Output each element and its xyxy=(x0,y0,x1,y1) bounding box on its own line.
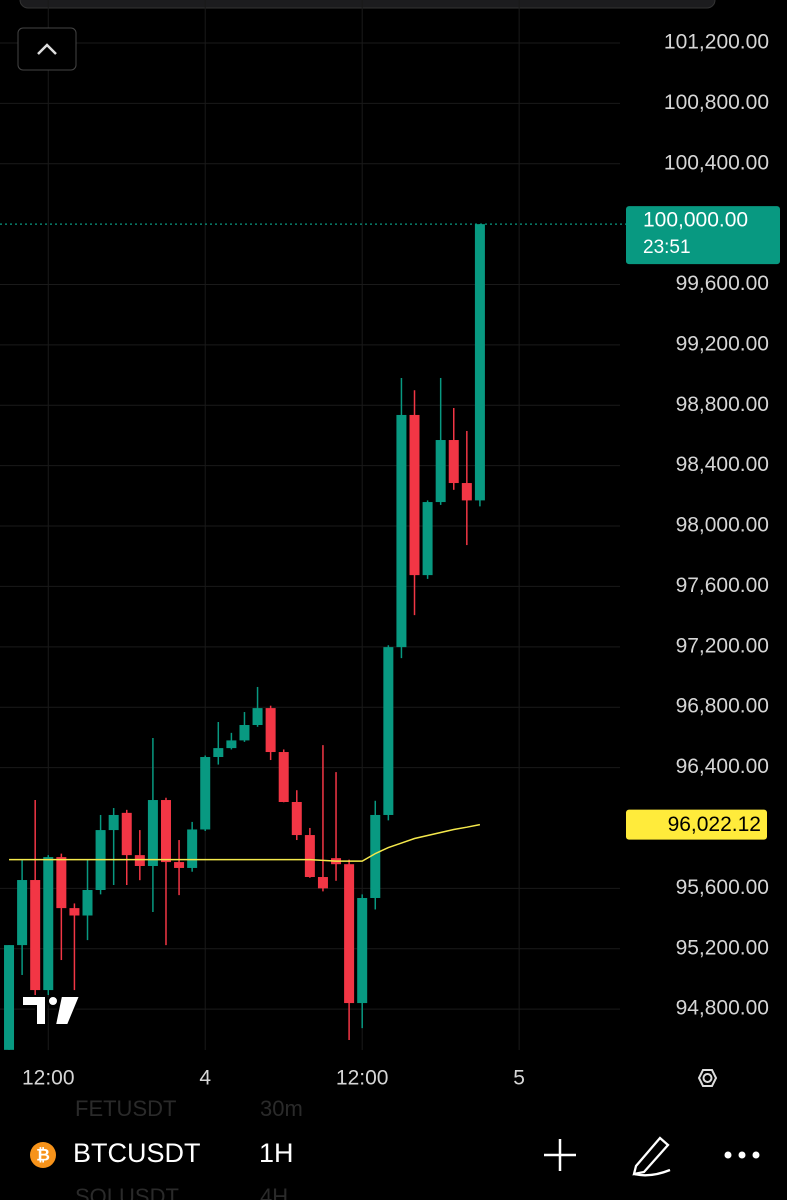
moving-average-line xyxy=(9,823,481,862)
candle-body xyxy=(134,855,145,866)
candle-body xyxy=(383,647,394,815)
candle-body xyxy=(344,864,355,1004)
candle-body xyxy=(265,708,276,753)
bitcoin-icon xyxy=(30,1142,56,1168)
symbol[interactable]: BTCUSDT xyxy=(73,1138,201,1168)
candle-body xyxy=(474,224,485,501)
candle-body xyxy=(121,812,132,856)
ma-price-label: 96,022.12 xyxy=(668,813,761,836)
candle-body xyxy=(226,740,237,749)
candle-body xyxy=(422,502,433,576)
draw-icon[interactable] xyxy=(632,1136,671,1177)
candle-body xyxy=(448,440,459,484)
tradingview-logo xyxy=(21,995,82,1026)
y-tick-label: 95,200.00 xyxy=(676,936,769,959)
y-tick-label: 100,400.00 xyxy=(664,151,769,174)
ghost-interval: 4H xyxy=(260,1184,288,1200)
candle-body xyxy=(213,748,224,758)
y-tick-label: 96,400.00 xyxy=(676,755,769,778)
y-tick-label: 98,000.00 xyxy=(676,514,769,537)
candle-body xyxy=(357,897,368,1004)
ma-price-box xyxy=(626,809,767,840)
candle-body xyxy=(160,800,171,863)
y-tick-label: 96,800.00 xyxy=(676,695,769,718)
y-tick-label: 98,400.00 xyxy=(676,453,769,476)
axis-settings-icon[interactable] xyxy=(697,1069,718,1087)
countdown-label: 23:51 xyxy=(643,237,691,258)
candle-body xyxy=(317,877,328,889)
candle-body xyxy=(17,880,28,946)
candle-body xyxy=(409,414,420,576)
candle-body xyxy=(174,862,185,868)
bottom-toolbar xyxy=(0,1105,787,1200)
candle-body xyxy=(239,725,250,741)
ghost-symbol: FETUSDT xyxy=(75,1096,176,1121)
x-tick-label: 4 xyxy=(199,1067,211,1090)
candle-body xyxy=(4,945,15,1050)
last-price-label: 100,000.00 xyxy=(643,209,748,232)
candle-body xyxy=(291,801,302,836)
plot xyxy=(0,0,628,1050)
candle-body xyxy=(370,814,381,898)
more-icon[interactable] xyxy=(724,1151,760,1159)
candle-body xyxy=(82,889,93,916)
candle-body xyxy=(108,814,119,831)
y-tick-label: 100,800.00 xyxy=(664,91,769,114)
candle-body xyxy=(187,829,198,868)
x-tick-label: 12:00 xyxy=(22,1067,75,1090)
candle-body xyxy=(304,835,315,878)
collapse-button[interactable] xyxy=(17,27,77,71)
y-tick-label: 97,600.00 xyxy=(676,574,769,597)
y-tick-label: 99,200.00 xyxy=(676,332,769,355)
candle-body xyxy=(435,440,446,503)
top-panel[interactable] xyxy=(19,0,716,9)
candle-body xyxy=(278,752,289,802)
ghost-symbol: SOLUSDT xyxy=(75,1184,179,1200)
add-icon[interactable] xyxy=(544,1139,576,1171)
interval[interactable]: 1H xyxy=(259,1138,294,1168)
candle-body xyxy=(43,857,54,991)
candle-body xyxy=(461,483,472,501)
candle-body xyxy=(69,908,80,916)
y-tick-label: 101,200.00 xyxy=(664,31,769,54)
y-tick-label: 98,800.00 xyxy=(676,393,769,416)
x-tick-label: 12:00 xyxy=(336,1067,389,1090)
ghost-interval: 30m xyxy=(260,1096,303,1121)
y-tick-label: 99,600.00 xyxy=(676,272,769,295)
y-tick-label: 97,200.00 xyxy=(676,634,769,657)
last-price-box xyxy=(626,206,780,265)
candle-body xyxy=(147,800,158,866)
candle-body xyxy=(396,414,407,648)
candle-body xyxy=(252,708,263,726)
y-tick-label: 95,600.00 xyxy=(676,876,769,899)
candle-body xyxy=(56,857,67,909)
bitcoin-glyph: ₿ xyxy=(36,1145,50,1164)
chevron-up-icon xyxy=(37,43,57,55)
x-tick-label: 5 xyxy=(513,1067,525,1090)
candle-body xyxy=(30,880,41,991)
candle-body xyxy=(200,757,211,830)
y-tick-label: 94,800.00 xyxy=(676,997,769,1020)
